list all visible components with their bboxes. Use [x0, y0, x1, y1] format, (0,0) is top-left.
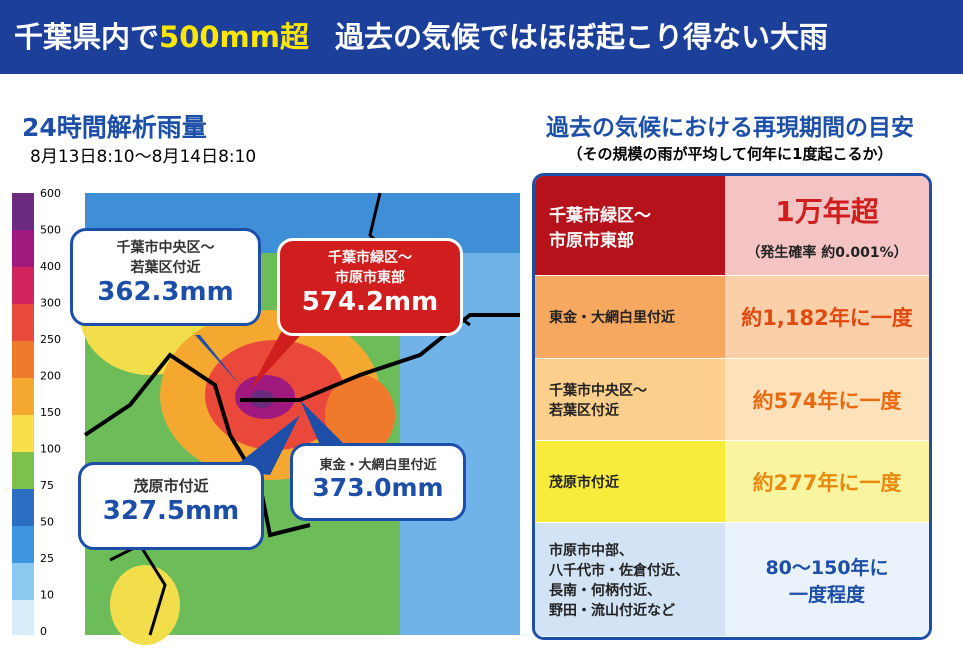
- area: 東金・大網白里付近: [535, 276, 725, 359]
- period: 1万年超: [775, 194, 879, 228]
- callout: 茂原市付近 327.5mm: [78, 462, 264, 550]
- title-part: 千葉県内で: [14, 20, 160, 54]
- area: 千葉市緑区〜 市原市東部: [535, 176, 725, 276]
- scale-label: 100: [40, 443, 61, 456]
- table-row: 茂原市付近 約277年に一度: [535, 441, 929, 523]
- scale-label: 0: [40, 625, 47, 638]
- period-cell: 約277年に一度: [725, 441, 929, 523]
- area: 市原市中部、 八千代市・佐倉付近、 長南・何柄付近、 野田・流山付近など: [535, 523, 725, 637]
- title-part: 過去の気候ではほぼ起こり得ない大雨: [335, 20, 829, 54]
- period-cell: 1万年超 （発生確率 約0.001%）: [725, 176, 929, 276]
- callout-place: 茂原市付近: [133, 477, 209, 495]
- callout-amount: 373.0mm: [312, 473, 444, 502]
- scale-label: 25: [40, 552, 54, 565]
- area: 茂原市付近: [535, 441, 725, 523]
- period: 約1,182年に一度: [741, 306, 913, 330]
- period-cell: 80〜150年に 一度程度: [725, 523, 929, 637]
- callout-amount: 362.3mm: [97, 277, 234, 307]
- scale-label: 75: [40, 479, 54, 492]
- map-subtitle: 8月13日8:10〜8月14日8:10: [30, 147, 257, 167]
- period-cell: 約574年に一度: [725, 359, 929, 441]
- header: 千葉県内で500mm超 過去の気候ではほぼ起こり得ない大雨: [0, 0, 963, 74]
- title-highlight: 500mm超: [159, 20, 309, 54]
- scale-label: 250: [40, 333, 61, 346]
- period: 約277年に一度: [752, 470, 902, 495]
- callout-place: 千葉市緑区〜 市原市東部: [328, 250, 412, 286]
- table-title: 過去の気候における再現期間の目安: [546, 115, 914, 141]
- callout-place: 千葉市中央区〜 若葉区付近: [116, 240, 215, 276]
- scale-label: 300: [40, 297, 61, 310]
- table-row: 東金・大網白里付近 約1,182年に一度: [535, 276, 929, 359]
- note: （発生確率 約0.001%）: [746, 244, 908, 261]
- table: 千葉市緑区〜 市原市東部 1万年超 （発生確率 約0.001%） 東金・大網白里付近約…: [532, 173, 932, 640]
- map-title: 24時間解析雨量: [22, 113, 207, 142]
- scale-label: 50: [40, 516, 54, 529]
- callout-place: 東金・大網白里付近: [319, 458, 437, 473]
- table-row: 千葉市中央区〜 若葉区付近 約574年に一度: [535, 359, 929, 441]
- callout-amount: 327.5mm: [102, 496, 240, 526]
- scale-label: 200: [40, 370, 61, 383]
- scale-label: 600: [40, 187, 61, 200]
- period: 80〜150年に 一度程度: [765, 556, 889, 606]
- period: 約574年に一度: [752, 388, 902, 413]
- area: 千葉市中央区〜 若葉区付近: [535, 359, 725, 441]
- table-subtitle: （その規模の雨が平均して何年に1度起こるか）: [567, 145, 893, 163]
- color-scale: [12, 193, 34, 635]
- table-row: 市原市中部、 八千代市・佐倉付近、 長南・何柄付近、 野田・流山付近など 80〜1…: [535, 523, 929, 637]
- callout-amount: 574.2mm: [301, 287, 439, 317]
- scale-label: 150: [40, 406, 61, 419]
- callout: 千葉市中央区〜 若葉区付近 362.3mm: [70, 228, 261, 326]
- scale-label: 400: [40, 260, 61, 273]
- callout: 東金・大網白里付近 373.0mm: [290, 443, 466, 521]
- scale-label: 500: [40, 224, 61, 237]
- table-row: 千葉市緑区〜 市原市東部 1万年超 （発生確率 約0.001%）: [535, 176, 929, 276]
- scale-label: 10: [40, 589, 54, 602]
- period-cell: 約1,182年に一度: [725, 276, 929, 359]
- callout: 千葉市緑区〜 市原市東部 574.2mm: [277, 238, 463, 336]
